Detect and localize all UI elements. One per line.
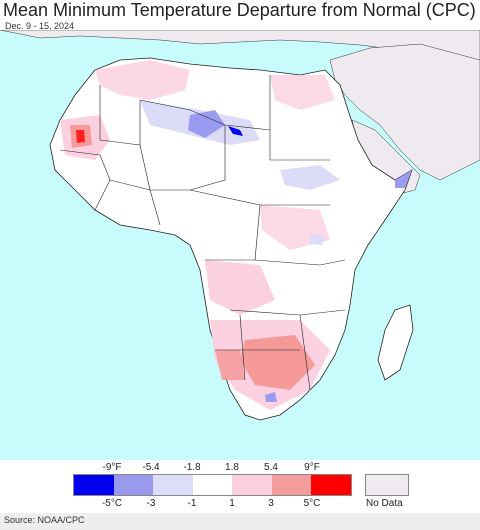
legend-color-bar bbox=[73, 474, 352, 496]
map-title: Mean Minimum Temperature Departure from … bbox=[3, 0, 476, 20]
anomaly-blue-lake bbox=[310, 235, 325, 245]
legend-swatch bbox=[74, 475, 114, 495]
legend-swatch bbox=[153, 475, 193, 495]
anomaly-medium-pink-south bbox=[240, 335, 315, 390]
source-credit: Source: NOAA/CPC bbox=[4, 515, 85, 525]
anomaly-pink-nw bbox=[95, 60, 190, 100]
legend-swatch bbox=[113, 475, 153, 495]
legend-f-label: 5.4 bbox=[264, 462, 278, 473]
legend-f-label: 9°F bbox=[304, 462, 320, 473]
middle-east-no-data bbox=[329, 43, 480, 181]
anomaly-darkblue-niger bbox=[228, 126, 243, 136]
africa-map bbox=[0, 30, 480, 460]
no-data-swatch bbox=[365, 474, 409, 496]
legend-c-label: -3 bbox=[146, 498, 156, 509]
legend-f-label: -9°F bbox=[102, 462, 122, 473]
anomaly-blue-sudan bbox=[280, 165, 340, 190]
legend-c-label: -5°C bbox=[101, 498, 123, 509]
country-borders bbox=[59, 75, 346, 391]
anomaly-blue-horn bbox=[395, 170, 412, 188]
anomaly-pink-egypt bbox=[270, 75, 335, 110]
legend-c-label: 3 bbox=[268, 498, 274, 509]
footer-bar: Source: NOAA/CPC bbox=[0, 513, 480, 530]
anomaly-red-west bbox=[76, 130, 85, 143]
anomaly-blue-mali bbox=[188, 110, 225, 138]
legend-f-label: -1.8 bbox=[183, 462, 201, 473]
legend-swatch bbox=[232, 475, 272, 495]
legend-f-label: 1.8 bbox=[225, 462, 239, 473]
anomaly-medium-pink-namibia bbox=[215, 350, 245, 380]
legend-swatch bbox=[192, 475, 232, 495]
anomaly-pink-angola bbox=[205, 260, 275, 315]
map-date-range: Dec. 9 - 15, 2024 bbox=[5, 21, 75, 31]
madagascar bbox=[377, 304, 414, 381]
no-data-label: No Data bbox=[366, 498, 403, 509]
anomaly-blue-cape bbox=[265, 392, 277, 402]
legend-c-label: 1 bbox=[229, 498, 235, 509]
legend-swatch bbox=[271, 475, 311, 495]
legend-f-label: -5.4 bbox=[142, 462, 160, 473]
legend-c-label: -1 bbox=[187, 498, 197, 509]
legend-c-label: 5°C bbox=[303, 498, 321, 509]
legend-swatch bbox=[311, 475, 351, 495]
